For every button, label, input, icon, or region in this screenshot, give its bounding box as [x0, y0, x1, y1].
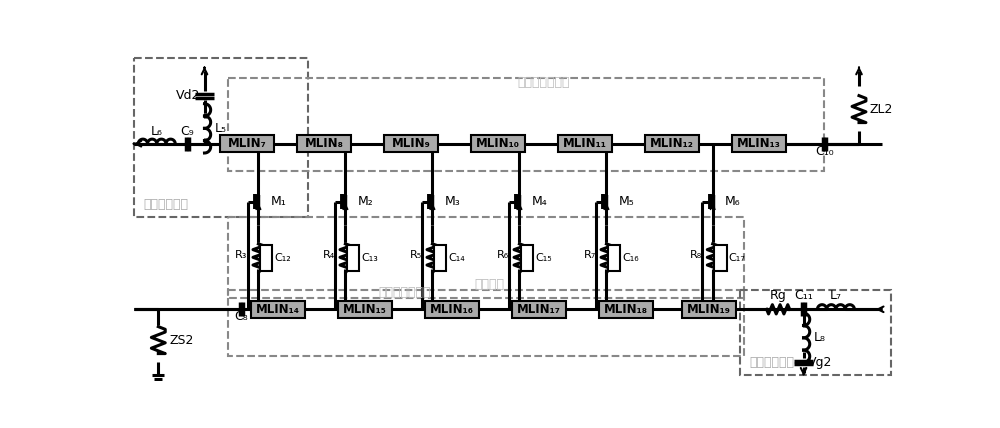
Text: Rg: Rg — [770, 289, 787, 302]
Text: R₄: R₄ — [322, 250, 335, 260]
Bar — [558, 135, 612, 152]
Bar — [297, 135, 351, 152]
Text: M₄: M₄ — [532, 195, 548, 208]
Text: M₃: M₃ — [445, 195, 460, 208]
Text: L₇: L₇ — [830, 289, 842, 302]
Text: 稳定网络: 稳定网络 — [474, 278, 504, 291]
Text: 漏极人工传输线: 漏极人工传输线 — [517, 76, 570, 89]
Text: L₆: L₆ — [151, 125, 163, 137]
Text: MLIN₁₄: MLIN₁₄ — [256, 303, 300, 316]
Bar — [220, 135, 274, 152]
Bar — [338, 301, 392, 318]
Text: R₆: R₆ — [497, 250, 509, 260]
Bar — [732, 135, 786, 152]
Text: ZL2: ZL2 — [870, 103, 893, 116]
Bar — [471, 135, 525, 152]
Bar — [251, 301, 305, 318]
Bar — [521, 245, 533, 271]
Text: L₅: L₅ — [215, 122, 227, 135]
Text: L₈: L₈ — [814, 331, 826, 344]
Text: R₃: R₃ — [235, 250, 248, 260]
Text: MLIN₁₀: MLIN₁₀ — [476, 137, 520, 150]
Text: 栅极人工传输线: 栅极人工传输线 — [378, 286, 431, 299]
Text: ZS2: ZS2 — [169, 333, 193, 347]
Text: R₈: R₈ — [690, 250, 702, 260]
Text: MLIN₁₉: MLIN₁₉ — [687, 303, 731, 316]
Text: R₇: R₇ — [583, 250, 596, 260]
Text: C₁₄: C₁₄ — [449, 253, 465, 263]
Bar — [608, 245, 620, 271]
Text: R₅: R₅ — [410, 250, 422, 260]
Text: 漏极偏置电路: 漏极偏置电路 — [143, 198, 188, 211]
Text: C₁₂: C₁₂ — [275, 253, 291, 263]
Bar — [512, 301, 566, 318]
Text: C₁₃: C₁₃ — [362, 253, 378, 263]
Text: M₅: M₅ — [619, 195, 635, 208]
Text: MLIN₁₅: MLIN₁₅ — [343, 303, 387, 316]
Bar — [714, 245, 727, 271]
Text: MLIN₁₇: MLIN₁₇ — [517, 303, 561, 316]
Text: C₉: C₉ — [181, 125, 194, 137]
Text: MLIN₉: MLIN₉ — [391, 137, 430, 150]
Bar — [645, 135, 699, 152]
Text: MLIN₁₁: MLIN₁₁ — [563, 137, 607, 150]
Bar — [434, 245, 446, 271]
Bar — [682, 301, 736, 318]
Text: M₁: M₁ — [271, 195, 286, 208]
Text: 栅极偏置电路: 栅极偏置电路 — [750, 356, 795, 369]
Text: Vd2: Vd2 — [176, 89, 201, 102]
Text: Vg2: Vg2 — [807, 356, 832, 369]
Bar — [347, 245, 359, 271]
Text: MLIN₇: MLIN₇ — [227, 137, 266, 150]
Text: M₆: M₆ — [725, 195, 741, 208]
Text: C₁₇: C₁₇ — [729, 253, 746, 263]
Text: M₂: M₂ — [358, 195, 373, 208]
Bar — [425, 301, 479, 318]
Text: MLIN₁₂: MLIN₁₂ — [650, 137, 694, 150]
Bar — [599, 301, 653, 318]
Text: C₁₆: C₁₆ — [623, 253, 639, 263]
Text: MLIN₁₃: MLIN₁₃ — [737, 137, 781, 150]
Text: MLIN₁₆: MLIN₁₆ — [430, 303, 474, 316]
Bar — [260, 245, 272, 271]
Bar — [384, 135, 438, 152]
Text: C₁₀: C₁₀ — [815, 145, 834, 158]
Text: C₈: C₈ — [235, 310, 248, 323]
Text: C₁₁: C₁₁ — [794, 289, 813, 302]
Text: MLIN₈: MLIN₈ — [304, 137, 343, 150]
Text: MLIN₁₈: MLIN₁₈ — [604, 303, 648, 316]
Text: C₁₅: C₁₅ — [536, 253, 552, 263]
